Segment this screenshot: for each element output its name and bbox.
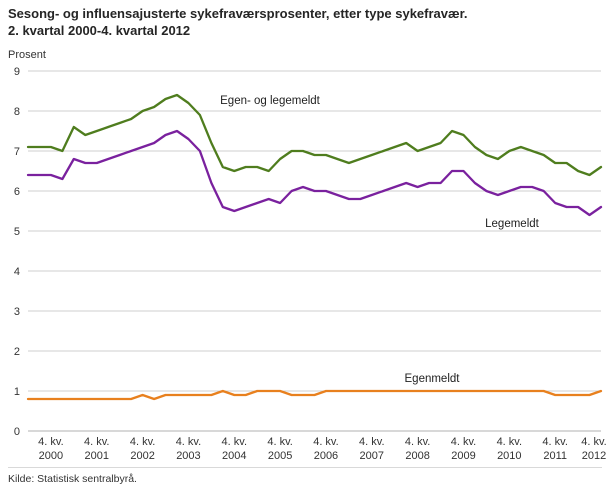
x-tick-year: 2000 xyxy=(39,450,63,462)
line-chart: 0 1 2 3 4 5 6 7 8 9 4. kv. 2000 4. kv. 2001 4. kv. 2002… xyxy=(14,66,607,462)
chart-title: Sesong- og influensajusterte sykefraværs… xyxy=(8,6,602,40)
series-label-egenmeldt: Egenmeldt xyxy=(405,373,461,385)
series-line-egenmeldt xyxy=(26,389,603,400)
x-tick-year: 2010 xyxy=(497,450,521,462)
y-tick-label: 9 xyxy=(14,66,20,78)
y-tick-label: 0 xyxy=(14,426,20,438)
series-line-legemeldt xyxy=(26,129,603,216)
x-tick-year: 2008 xyxy=(405,450,429,462)
x-tick-year: 2002 xyxy=(130,450,154,462)
x-tick-year: 2007 xyxy=(360,450,384,462)
source-note: Kilde: Statistisk sentralbyrå. xyxy=(8,466,602,485)
y-tick-label: 1 xyxy=(14,386,20,398)
x-tick-year: 2004 xyxy=(222,450,246,462)
y-tick-label: 7 xyxy=(14,146,20,158)
y-tick-label: 3 xyxy=(14,306,20,318)
x-tick-label: 4. kv. xyxy=(176,436,201,448)
x-tick-label: 4. kv. xyxy=(313,436,338,448)
y-tick-label: 6 xyxy=(14,186,20,198)
chart-title-line1: Sesong- og influensajusterte sykefraværs… xyxy=(8,6,468,21)
x-tick-label: 4. kv. xyxy=(84,436,109,448)
series-line-egen-og-legemeldt xyxy=(26,93,603,176)
x-tick-year: 2009 xyxy=(451,450,475,462)
x-tick-label: 4. kv. xyxy=(222,436,247,448)
chart-page: Sesong- og influensajusterte sykefraværs… xyxy=(0,6,610,485)
y-tick-label: 4 xyxy=(14,266,20,278)
y-axis-title: Prosent xyxy=(8,48,46,61)
x-tick-label: 4. kv. xyxy=(497,436,522,448)
x-tick-label: 4. kv. xyxy=(38,436,63,448)
chart-title-line2: 2. kvartal 2000-4. kvartal 2012 xyxy=(8,22,191,38)
y-tick-label: 5 xyxy=(14,226,20,238)
x-tick-label: 4. kv. xyxy=(267,436,292,448)
x-tick-label: 4. kv. xyxy=(405,436,430,448)
series-label-legemeldt: Legemeldt xyxy=(485,218,540,230)
x-tick-year: 2012 xyxy=(582,450,606,462)
x-tick-year: 2011 xyxy=(543,450,567,462)
y-tick-label: 2 xyxy=(14,346,20,358)
x-tick-label: 4. kv. xyxy=(359,436,384,448)
x-tick-year: 2001 xyxy=(85,450,109,462)
x-tick-year: 2005 xyxy=(268,450,292,462)
y-tick-label: 8 xyxy=(14,106,20,118)
x-tick-label: 4. kv. xyxy=(451,436,476,448)
series-label-egen-og-legemeldt: Egen- og legemeldt xyxy=(220,95,321,107)
x-tick-year: 2006 xyxy=(314,450,338,462)
x-tick-label: 4. kv. xyxy=(581,436,606,448)
x-tick-label: 4. kv. xyxy=(542,436,567,448)
x-tick-year: 2003 xyxy=(176,450,200,462)
x-tick-label: 4. kv. xyxy=(130,436,155,448)
